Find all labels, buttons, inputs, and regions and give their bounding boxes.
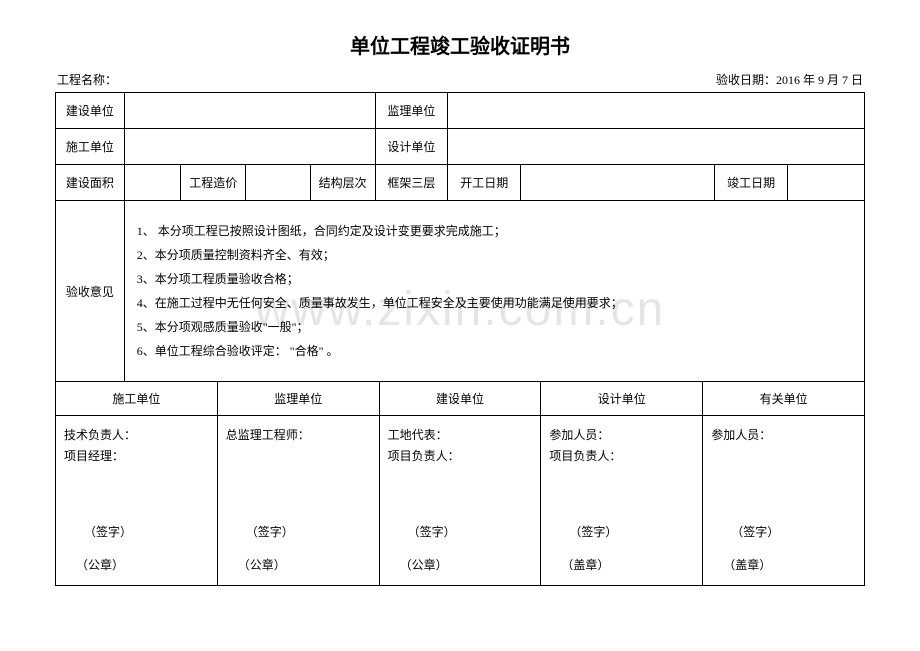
opinion-line-5: 5、本分项观感质量验收"一般"；	[137, 315, 852, 339]
cell-construction-unit-value	[124, 93, 375, 129]
opinion-line-3: 3、本分项工程质量验收合格；	[137, 267, 852, 291]
sig-cell-4: 参加人员： 项目负责人： （签字） （盖章）	[541, 416, 703, 586]
sig-cell-5: 参加人员： （签字） （盖章）	[703, 416, 865, 586]
sig3-line2: 项目负责人：	[388, 447, 533, 466]
sig1-seal: （公章）	[64, 556, 132, 575]
sig1-line1: 技术负责人：	[64, 426, 209, 445]
signature-table: 施工单位 监理单位 建设单位 设计单位 有关单位 技术负责人： 项目经理： （签…	[55, 382, 865, 586]
sig2-sign: （签字）	[226, 523, 294, 542]
date-label: 验收日期：	[716, 73, 776, 87]
row-opinion: 验收意见 1、 本分项工程已按照设计图纸，合同约定及设计变更要求完成施工； 2、…	[56, 201, 865, 382]
sig-body-row: 技术负责人： 项目经理： （签字） （公章） 总监理工程师： （签字） （公章）…	[56, 416, 865, 586]
cell-area-label: 建设面积	[56, 165, 125, 201]
sig3-line1: 工地代表：	[388, 426, 533, 445]
cell-cost-value	[246, 165, 311, 201]
sig5-line1: 参加人员：	[711, 426, 856, 445]
cell-end-date-value	[788, 165, 865, 201]
sig1-line2: 项目经理：	[64, 447, 209, 466]
sig5-seal: （盖章）	[711, 556, 779, 575]
sig4-line1: 参加人员：	[549, 426, 694, 445]
cell-supervision-unit-value	[448, 93, 865, 129]
sig-cell-3: 工地代表： 项目负责人： （签字） （公章）	[379, 416, 541, 586]
cell-builder-unit-label: 施工单位	[56, 129, 125, 165]
cell-opinion-label: 验收意见	[56, 201, 125, 382]
opinion-line-2: 2、本分项质量控制资料齐全、有效；	[137, 243, 852, 267]
cell-supervision-unit-label: 监理单位	[375, 93, 448, 129]
sig-h5: 有关单位	[703, 382, 865, 416]
opinion-line-1: 1、 本分项工程已按照设计图纸，合同约定及设计变更要求完成施工；	[137, 219, 852, 243]
cell-design-unit-value	[448, 129, 865, 165]
sig4-sign: （签字）	[549, 523, 617, 542]
sig1-sign: （签字）	[64, 523, 132, 542]
cell-cost-label: 工程造价	[181, 165, 246, 201]
sig-h4: 设计单位	[541, 382, 703, 416]
cell-builder-unit-value	[124, 129, 375, 165]
opinion-line-4: 4、在施工过程中无任何安全、质量事故发生，单位工程安全及主要使用功能满足使用要求…	[137, 291, 852, 315]
cell-opinion-content: 1、 本分项工程已按照设计图纸，合同约定及设计变更要求完成施工； 2、本分项质量…	[124, 201, 864, 382]
cell-structure-label: 结构层次	[310, 165, 375, 201]
sig5-sign: （签字）	[711, 523, 779, 542]
sig2-line1: 总监理工程师：	[226, 426, 371, 445]
cell-start-date-label: 开工日期	[448, 165, 521, 201]
sig-h3: 建设单位	[379, 382, 541, 416]
sig4-line2: 项目负责人：	[549, 447, 694, 466]
cell-end-date-label: 竣工日期	[715, 165, 788, 201]
sig2-seal: （公章）	[226, 556, 294, 575]
header-line: 工程名称： 验收日期：2016 年 9 月 7 日	[55, 71, 865, 88]
main-table: 建设单位 监理单位 施工单位 设计单位 建设面积 工程造价 结构层次 框架三层 …	[55, 92, 865, 382]
cell-structure-value: 框架三层	[375, 165, 448, 201]
cell-construction-unit-label: 建设单位	[56, 93, 125, 129]
date-value: 2016 年 9 月 7 日	[776, 73, 863, 87]
sig-h1: 施工单位	[56, 382, 218, 416]
acceptance-date: 验收日期：2016 年 9 月 7 日	[716, 71, 863, 88]
row-2: 施工单位 设计单位	[56, 129, 865, 165]
sig4-seal: （盖章）	[549, 556, 617, 575]
row-3: 建设面积 工程造价 结构层次 框架三层 开工日期 竣工日期	[56, 165, 865, 201]
sig-h2: 监理单位	[217, 382, 379, 416]
cell-design-unit-label: 设计单位	[375, 129, 448, 165]
sig-header-row: 施工单位 监理单位 建设单位 设计单位 有关单位	[56, 382, 865, 416]
sig3-seal: （公章）	[388, 556, 456, 575]
cell-area-value	[124, 165, 181, 201]
project-name-label: 工程名称：	[57, 71, 117, 88]
cell-start-date-value	[521, 165, 715, 201]
opinion-line-6: 6、单位工程综合验收评定： "合格" 。	[137, 339, 852, 363]
row-1: 建设单位 监理单位	[56, 93, 865, 129]
sig-cell-1: 技术负责人： 项目经理： （签字） （公章）	[56, 416, 218, 586]
sig-cell-2: 总监理工程师： （签字） （公章）	[217, 416, 379, 586]
sig3-sign: （签字）	[388, 523, 456, 542]
page-title: 单位工程竣工验收证明书	[55, 30, 865, 59]
